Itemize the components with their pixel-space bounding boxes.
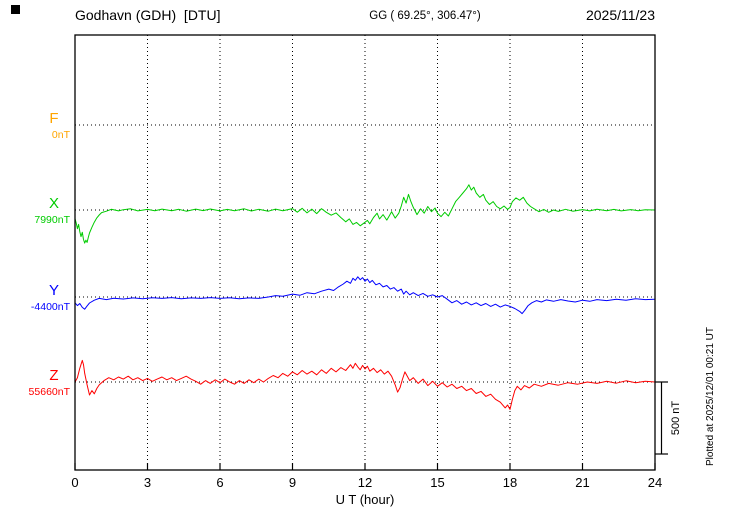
station-title: Godhavn (GDH) [DTU] xyxy=(75,7,221,23)
x-tick-label: 9 xyxy=(289,475,296,490)
trace-X xyxy=(74,184,656,244)
plot-date: 2025/11/23 xyxy=(585,7,655,23)
trace-Z xyxy=(74,359,656,410)
x-tick-label: 0 xyxy=(71,475,78,490)
series-baseline-value-Z: 55660nT xyxy=(29,386,71,398)
x-tick-label: 15 xyxy=(430,475,444,490)
x-tick-label: 21 xyxy=(575,475,589,490)
x-axis-label: U T (hour) xyxy=(335,492,395,507)
x-tick-label: 12 xyxy=(358,475,372,490)
series-baseline-value-Y: -4400nT xyxy=(31,301,71,313)
corner-mark xyxy=(11,5,20,14)
plotted-at-note: Plotted at 2025/12/01 00:21 UT xyxy=(705,327,716,466)
x-tick-label: 3 xyxy=(144,475,151,490)
series-letter-Z: Z xyxy=(49,367,58,384)
x-tick-label: 6 xyxy=(216,475,223,490)
trace-Y xyxy=(74,276,656,315)
series-letter-Y: Y xyxy=(49,282,59,299)
series-letter-X: X xyxy=(49,195,59,212)
series-baseline-value-X: 7990nT xyxy=(34,214,70,226)
plot-frame xyxy=(74,34,656,471)
x-tick-label: 24 xyxy=(648,475,662,490)
x-tick-label: 18 xyxy=(503,475,517,490)
series-letter-F: F xyxy=(49,110,58,127)
scale-bar-label: 500 nT xyxy=(670,401,682,436)
series-baseline-value-F: 0nT xyxy=(52,129,71,141)
geographic-coordinates: GG ( 69.25°, 306.47°) xyxy=(369,10,481,22)
